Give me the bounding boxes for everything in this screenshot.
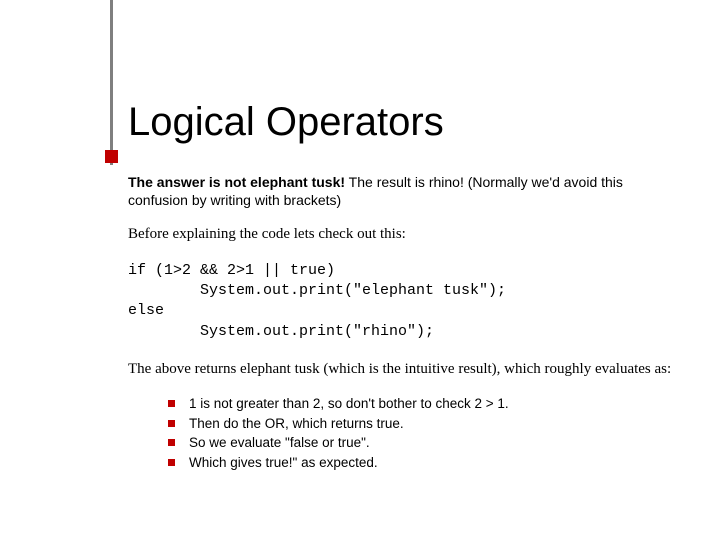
before-code-line: Before explaining the code lets check ou… — [128, 225, 680, 245]
vertical-accent-line — [110, 0, 113, 165]
bullet-icon — [168, 439, 175, 446]
bullet-icon — [168, 459, 175, 466]
bullet-text: 1 is not greater than 2, so don't bother… — [189, 395, 509, 413]
list-item: 1 is not greater than 2, so don't bother… — [168, 395, 680, 413]
intro-bold: The answer is not elephant tusk! — [128, 174, 345, 190]
list-item: Which gives true!" as expected. — [168, 454, 680, 472]
bullet-text: So we evaluate "false or true". — [189, 434, 370, 452]
bullet-text: Then do the OR, which returns true. — [189, 415, 404, 433]
slide-title: Logical Operators — [128, 100, 680, 145]
slide-content: Logical Operators The answer is not elep… — [128, 100, 680, 474]
bullet-icon — [168, 420, 175, 427]
bullet-icon — [168, 400, 175, 407]
list-item: So we evaluate "false or true". — [168, 434, 680, 452]
after-code-line: The above returns elephant tusk (which i… — [128, 360, 680, 380]
bullet-list: 1 is not greater than 2, so don't bother… — [168, 395, 680, 471]
list-item: Then do the OR, which returns true. — [168, 415, 680, 433]
intro-paragraph: The answer is not elephant tusk! The res… — [128, 173, 680, 209]
bullet-text: Which gives true!" as expected. — [189, 454, 378, 472]
code-block: if (1>2 && 2>1 || true) System.out.print… — [128, 261, 680, 342]
accent-square — [105, 150, 118, 163]
